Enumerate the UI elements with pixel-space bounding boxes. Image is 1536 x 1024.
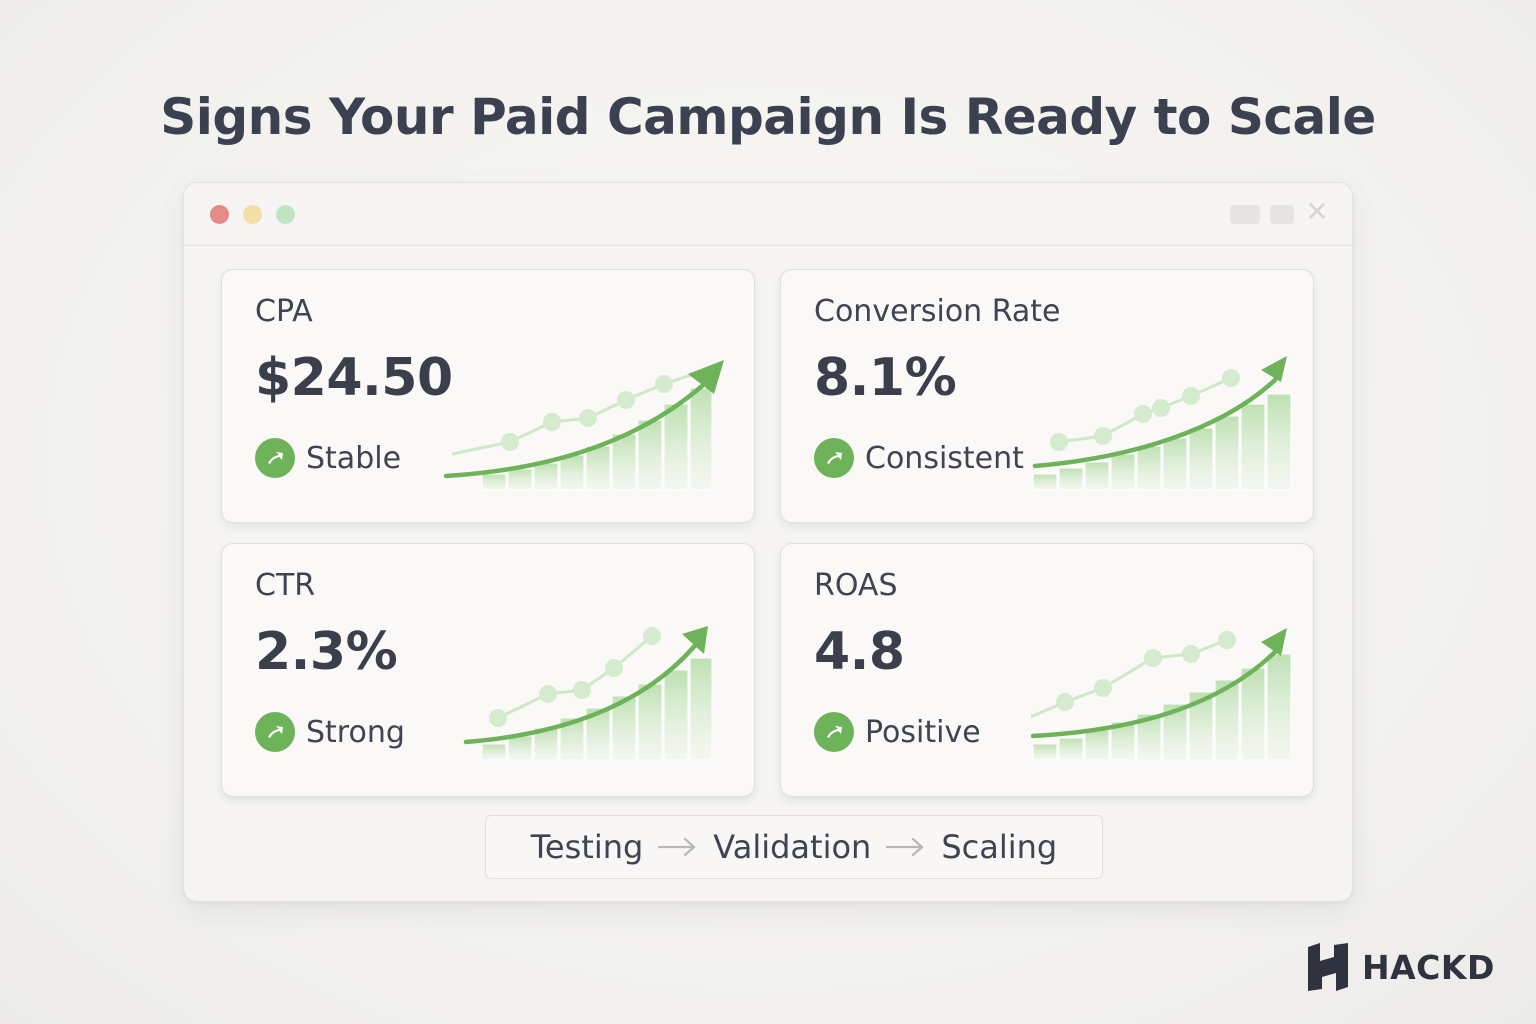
- close-dot-icon[interactable]: [210, 205, 229, 224]
- status-indicator: Consistent: [814, 438, 1024, 478]
- flow-step-validation: Validation: [713, 828, 872, 866]
- metric-card-cpa: CPA $24.50 Stable: [221, 269, 755, 523]
- status-text: Consistent: [865, 440, 1024, 476]
- flow-step-testing: Testing: [530, 828, 644, 866]
- status-text: Strong: [306, 714, 405, 750]
- hackd-logo-icon: [1308, 943, 1348, 991]
- metric-value: 4.8: [814, 622, 905, 682]
- minimize-button[interactable]: [1230, 205, 1260, 224]
- page-title: Signs Your Paid Campaign Is Ready to Sca…: [160, 88, 1376, 146]
- metric-card-roas: ROAS 4.8 Positive: [780, 543, 1314, 797]
- metric-value: $24.50: [255, 348, 453, 408]
- trend-up-icon: [814, 712, 854, 752]
- trend-up-icon: [255, 712, 295, 752]
- window-titlebar: ✕: [184, 183, 1352, 246]
- status-text: Positive: [865, 714, 981, 750]
- trend-sparkline: [443, 360, 724, 491]
- metric-label: Conversion Rate: [814, 294, 1061, 329]
- metric-label: CTR: [255, 568, 316, 603]
- maximize-button[interactable]: [1270, 205, 1294, 224]
- brand-name: HACKD: [1362, 947, 1495, 987]
- trend-up-icon: [814, 438, 854, 478]
- dashboard-window: ✕ CPA $24.50 Stable: [183, 182, 1353, 902]
- arrow-right-icon: [886, 837, 924, 857]
- flow-step-scaling: Scaling: [941, 828, 1058, 866]
- trend-sparkline: [463, 626, 713, 761]
- arrow-right-icon: [658, 837, 696, 857]
- metric-card-ctr: CTR 2.3% Strong: [221, 543, 755, 797]
- metric-card-conversion-rate: Conversion Rate 8.1% Consistent: [780, 269, 1314, 523]
- minimize-dot-icon[interactable]: [243, 205, 262, 224]
- trend-up-icon: [255, 438, 295, 478]
- metric-label: CPA: [255, 294, 313, 329]
- scaling-flow: Testing Validation Scaling: [485, 815, 1103, 879]
- status-text: Stable: [306, 440, 402, 476]
- metric-value: 8.1%: [814, 348, 957, 408]
- status-indicator: Positive: [814, 712, 981, 752]
- close-x-icon[interactable]: ✕: [1305, 195, 1329, 228]
- trend-sparkline: [1031, 628, 1292, 761]
- brand-logo: HACKD: [1306, 942, 1495, 992]
- trend-sparkline: [1032, 356, 1292, 491]
- status-indicator: Stable: [255, 438, 401, 478]
- status-indicator: Strong: [255, 712, 405, 752]
- maximize-dot-icon[interactable]: [276, 205, 295, 224]
- metric-label: ROAS: [814, 568, 898, 603]
- metric-value: 2.3%: [255, 622, 398, 682]
